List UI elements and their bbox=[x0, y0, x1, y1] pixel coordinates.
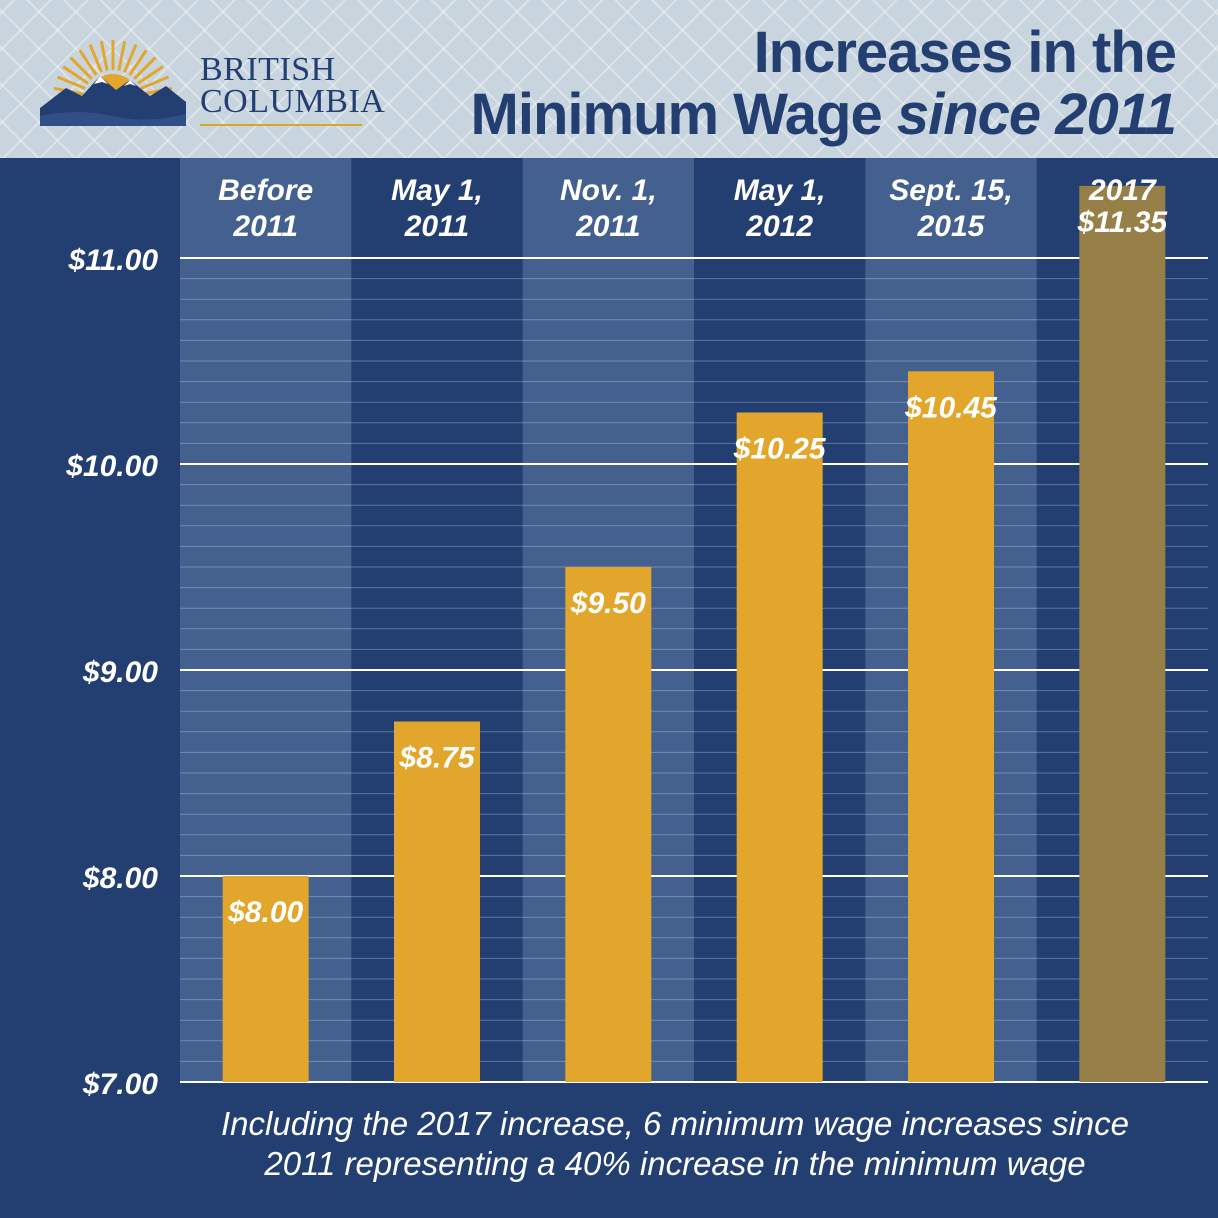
y-axis-tick-labels: $7.00 $8.00 $9.00 $10.00 $11.00 bbox=[65, 244, 158, 1098]
footnote: Including the 2017 increase, 6 minimum w… bbox=[130, 1104, 1218, 1184]
logo-line-1: BRITISH bbox=[200, 51, 336, 88]
data-labels: $8.00 $8.75 $9.50 $10.25 $10.45 $11.35 bbox=[227, 206, 1168, 929]
y-tick-label: $10.00 bbox=[65, 450, 158, 483]
y-tick-label: $8.00 bbox=[82, 862, 158, 895]
bar bbox=[565, 567, 652, 1082]
bar-chart: $7.00$8.00$9.00$10.00$11.00 Before2011Ma… bbox=[65, 158, 1208, 1098]
category-label: May 1, bbox=[734, 174, 826, 207]
y-tick-label: $11.00 bbox=[67, 244, 158, 277]
footnote-line-2: 2011 representing a 40% increase in the … bbox=[264, 1145, 1086, 1182]
data-label: $11.35 bbox=[1077, 206, 1169, 239]
data-label: $10.45 bbox=[904, 391, 998, 424]
bar bbox=[222, 876, 309, 1082]
footnote-line-1: Including the 2017 increase, 6 minimum w… bbox=[221, 1105, 1129, 1142]
category-label: 2012 bbox=[745, 210, 813, 243]
sun-rays-icon bbox=[53, 40, 173, 102]
chart-title: Increases in the Minimum Wage since 2011 bbox=[470, 20, 1177, 147]
category-label: 2011 bbox=[404, 210, 470, 243]
title-line-2: Minimum Wage since 2011 bbox=[470, 82, 1177, 147]
logo-line-2: COLUMBIA bbox=[200, 83, 386, 120]
category-label: Sept. 15, bbox=[889, 174, 1012, 207]
bar bbox=[1079, 185, 1166, 1082]
data-label: $10.25 bbox=[733, 433, 827, 466]
logo-wordmark: BRITISH COLUMBIA bbox=[200, 51, 386, 120]
data-label: $8.00 bbox=[227, 896, 303, 929]
y-tick-label: $9.00 bbox=[82, 656, 158, 689]
category-label: Nov. 1, bbox=[560, 174, 657, 207]
bar bbox=[908, 371, 994, 1082]
category-label: 2011 bbox=[232, 210, 298, 243]
header: BRITISH COLUMBIA Increases in the Minimu… bbox=[0, 0, 1218, 158]
title-line-2-main: Minimum Wage bbox=[470, 82, 897, 147]
bar bbox=[736, 412, 823, 1082]
category-label: Before bbox=[218, 174, 313, 207]
y-tick-label: $7.00 bbox=[82, 1068, 158, 1098]
title-line-1: Increases in the bbox=[753, 20, 1177, 85]
data-label: $8.75 bbox=[398, 742, 475, 775]
category-label: 2015 bbox=[917, 210, 986, 243]
bars bbox=[222, 185, 1166, 1082]
category-label: May 1, bbox=[391, 174, 483, 207]
gridlines bbox=[180, 257, 1208, 1083]
data-label: $9.50 bbox=[570, 587, 646, 620]
bc-sun-logo-icon bbox=[40, 40, 186, 126]
bar bbox=[394, 721, 480, 1082]
category-label: 2011 bbox=[575, 210, 641, 243]
title-line-2-emphasis: since 2011 bbox=[896, 82, 1177, 147]
category-label: 2017 bbox=[1088, 174, 1157, 207]
logo-underline bbox=[200, 124, 362, 126]
